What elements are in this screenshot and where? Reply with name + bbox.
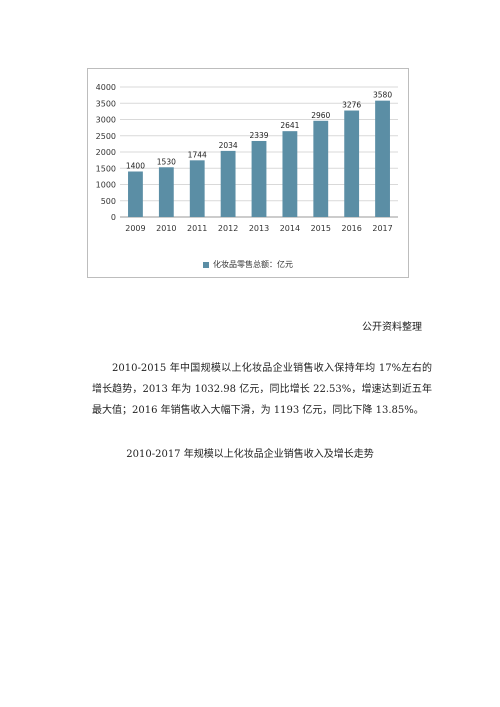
- y-tick-label: 0: [111, 213, 116, 222]
- bar: [282, 131, 298, 217]
- chart-container: 0 500 1000 1500 2000 2500 3000 3500 4000 1400 2009…: [87, 68, 409, 278]
- data-label: 3276: [342, 101, 361, 110]
- x-tick-label: 2012: [218, 224, 238, 233]
- y-tick-label: 1500: [96, 164, 116, 173]
- data-label: 2960: [311, 111, 330, 120]
- x-tick-label: 2015: [311, 224, 331, 233]
- data-label: 1530: [157, 157, 176, 166]
- data-label: 1744: [188, 150, 207, 159]
- bar: [189, 160, 205, 217]
- bar: [251, 140, 267, 217]
- y-tick-label: 500: [101, 197, 116, 206]
- bar: [128, 171, 143, 217]
- chart-legend: 化妆品零售总额：亿元: [88, 259, 408, 270]
- y-tick-label: 1000: [96, 181, 116, 190]
- bar-chart: 0 500 1000 1500 2000 2500 3000 3500 4000 1400 2009…: [96, 83, 398, 233]
- body-paragraph: 2010-2015 年中国规模以上化妆品企业销售收入保持年均 17%左右的增长趋…: [92, 363, 432, 416]
- x-tick-label: 2009: [125, 224, 145, 233]
- y-tick-label: 2500: [96, 132, 116, 141]
- data-label: 3580: [373, 91, 392, 100]
- data-label: 2034: [219, 141, 238, 150]
- x-tick-label: 2013: [249, 224, 269, 233]
- x-tick-label: 2016: [341, 224, 361, 233]
- data-label: 2339: [249, 131, 268, 140]
- legend-swatch: [203, 261, 209, 268]
- data-label: 1400: [126, 162, 145, 171]
- y-tick-label: 3500: [96, 99, 116, 108]
- x-tick-label: 2014: [280, 224, 300, 233]
- bar: [375, 100, 390, 217]
- data-label: 2641: [280, 121, 299, 130]
- y-tick-label: 4000: [96, 83, 116, 92]
- x-tick-label: 2010: [156, 224, 176, 233]
- figure-caption: 2010-2017 年规模以上化妆品企业销售收入及增长走势: [126, 449, 374, 460]
- bar: [220, 150, 236, 217]
- y-tick-label: 3000: [96, 116, 116, 125]
- y-tick-label: 2000: [96, 148, 116, 157]
- legend-label: 化妆品零售总额：亿元: [213, 260, 293, 269]
- bar: [158, 167, 174, 217]
- source-note: 公开资料整理: [362, 322, 422, 333]
- x-tick-label: 2017: [372, 224, 392, 233]
- bar: [344, 110, 360, 217]
- x-tick-label: 2011: [187, 224, 207, 233]
- bar: [313, 120, 329, 217]
